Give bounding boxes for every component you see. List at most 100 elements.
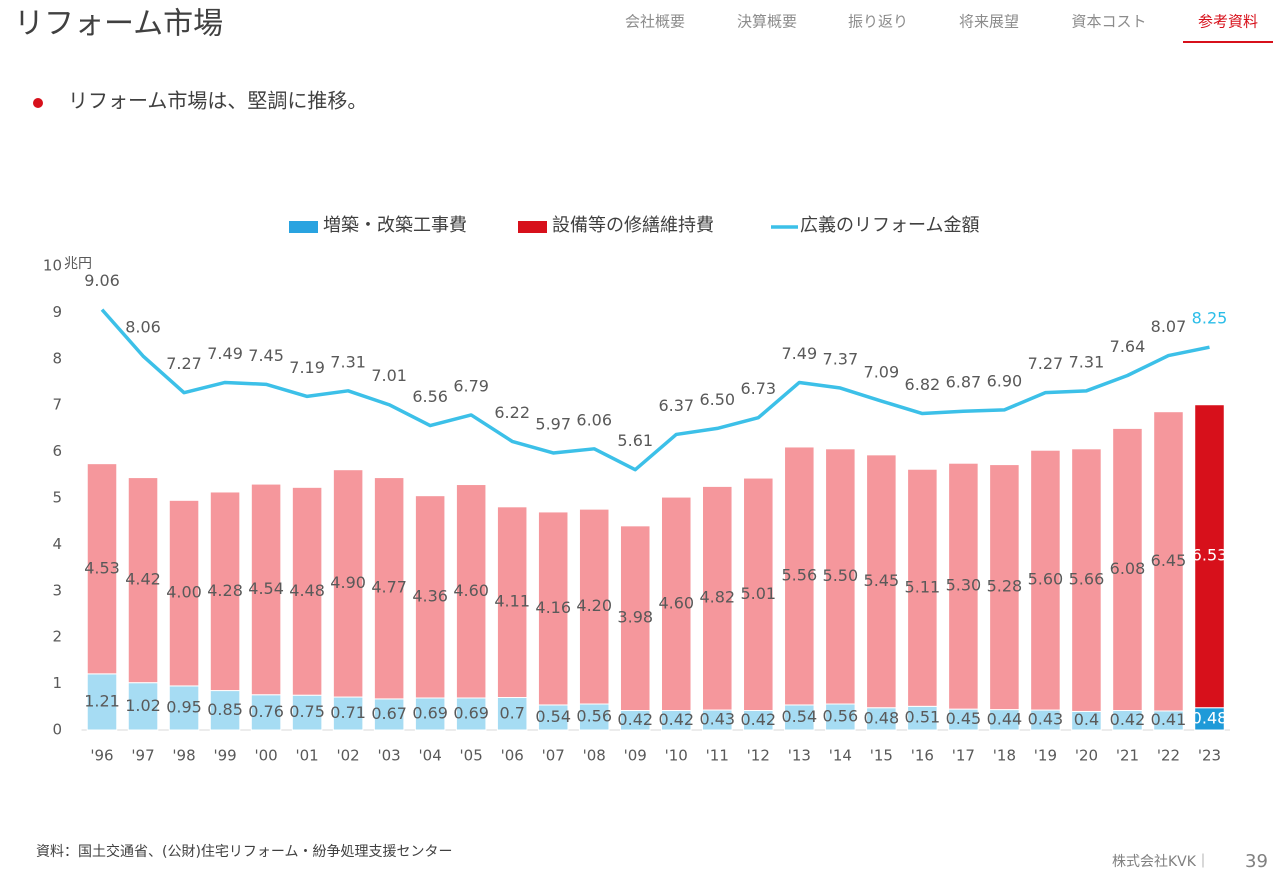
data-label: 5.28 <box>987 577 1023 596</box>
bar-segment <box>578 703 610 731</box>
data-label: 6.79 <box>453 376 489 395</box>
data-label: 6.45 <box>1151 551 1187 570</box>
bar-segment <box>414 495 446 699</box>
data-label: 7.45 <box>248 346 284 365</box>
bar-segment <box>989 464 1020 711</box>
bar-segment <box>660 496 692 712</box>
data-label: 6.22 <box>494 403 530 422</box>
x-tick-label: '97 <box>131 747 154 765</box>
bar-segment <box>866 454 897 709</box>
x-tick-label: '15 <box>870 747 893 765</box>
legend-label: 増築・改築工事費 <box>323 215 467 236</box>
data-label: 5.30 <box>946 576 982 595</box>
bar-segment <box>1153 411 1184 712</box>
y-tick-label: 7 <box>52 396 62 414</box>
data-label: 1.21 <box>84 691 120 710</box>
data-label: 8.06 <box>125 318 161 337</box>
nav-item[interactable]: 振り返り <box>848 13 908 31</box>
x-tick-label: '99 <box>213 747 236 765</box>
data-label: 6.37 <box>658 396 694 415</box>
data-label: 3.98 <box>617 608 653 627</box>
bar-segment <box>784 704 815 731</box>
data-label: 4.54 <box>248 579 284 598</box>
data-label: 0.95 <box>166 697 202 716</box>
x-tick-label: '20 <box>1075 747 1098 765</box>
nav-item[interactable]: 資本コスト <box>1071 13 1146 31</box>
nav-item[interactable]: 将来展望 <box>959 13 1019 31</box>
data-label: 7.19 <box>289 358 325 377</box>
data-label: 0.54 <box>782 707 818 726</box>
x-tick-label: '11 <box>706 747 729 765</box>
data-label: 6.50 <box>699 390 735 409</box>
x-tick-label: '14 <box>829 747 852 765</box>
x-tick-label: '06 <box>501 747 524 765</box>
bar-segment <box>1071 448 1102 712</box>
x-tick-label: '16 <box>911 747 934 765</box>
data-label: 0.42 <box>1110 710 1146 729</box>
nav: 会社概要 決算概要 振り返り 将来展望 資本コスト 参考資料 <box>625 13 1258 31</box>
bar-segment <box>578 508 610 705</box>
data-label: 0.44 <box>987 709 1023 728</box>
data-label: 0.43 <box>1028 710 1064 729</box>
legend-label: 広義のリフォーム金額 <box>800 215 979 236</box>
data-label: 4.82 <box>699 588 735 607</box>
x-tick-label: '12 <box>747 747 770 765</box>
x-tick-label: '08 <box>583 747 606 765</box>
data-label: 6.53 <box>1192 546 1228 565</box>
x-tick-label: '96 <box>90 747 113 765</box>
data-label: 4.42 <box>125 570 161 589</box>
data-label: 4.16 <box>535 598 571 617</box>
data-label: 7.49 <box>207 344 243 363</box>
bar-segment <box>825 448 856 705</box>
y-tick-label: 10 <box>43 257 62 275</box>
bar-segment <box>332 469 364 698</box>
bar-segment <box>948 462 979 710</box>
data-label: 0.45 <box>946 709 982 728</box>
data-label: 7.64 <box>1110 337 1146 356</box>
y-unit: 兆円 <box>64 256 92 272</box>
data-label: 4.36 <box>412 586 448 605</box>
bar-segment <box>1112 427 1143 712</box>
bar-segment <box>168 499 200 687</box>
data-label: 5.56 <box>782 565 818 584</box>
x-tick-label: '21 <box>1116 747 1139 765</box>
data-label: 7.27 <box>166 354 202 373</box>
data-label: 5.45 <box>864 571 900 590</box>
data-label: 5.61 <box>617 431 653 450</box>
nav-item[interactable]: 参考資料 <box>1198 13 1258 31</box>
data-label: 4.77 <box>371 578 407 597</box>
data-label: 0.42 <box>617 710 653 729</box>
data-label: 0.76 <box>248 702 284 721</box>
data-label: 7.27 <box>1028 354 1064 373</box>
y-tick-label: 2 <box>52 628 62 646</box>
data-label: 5.50 <box>823 566 859 585</box>
bar-segment <box>373 477 405 700</box>
legend-swatch <box>518 221 547 233</box>
nav-item[interactable]: 決算概要 <box>737 13 797 31</box>
nav-item[interactable]: 会社概要 <box>625 13 685 31</box>
x-tick-label: '13 <box>788 747 811 765</box>
x-tick-label: '98 <box>172 747 195 765</box>
data-label: 9.06 <box>84 271 120 290</box>
bar-segment <box>209 491 241 692</box>
data-label: 1.02 <box>125 696 161 715</box>
data-label: 0.67 <box>371 704 407 723</box>
data-label: 4.53 <box>84 558 120 577</box>
x-tick-label: '17 <box>952 747 975 765</box>
data-label: 4.60 <box>453 581 489 600</box>
data-label: 0.56 <box>823 707 859 726</box>
data-label: 0.48 <box>864 708 900 727</box>
bar-segment <box>825 703 856 731</box>
data-label: 0.41 <box>1151 710 1187 729</box>
bullet-text: リフォーム市場は、堅調に推移。 <box>68 89 367 113</box>
data-label: 0.48 <box>1192 708 1228 727</box>
bar-segment <box>619 525 651 712</box>
data-label: 5.66 <box>1069 570 1105 589</box>
data-label: 8.07 <box>1151 317 1187 336</box>
bar-segment <box>168 685 200 731</box>
x-tick-label: '03 <box>378 747 401 765</box>
data-label: 4.60 <box>658 593 694 612</box>
bar-segment <box>86 673 118 731</box>
x-tick-label: '02 <box>337 747 360 765</box>
